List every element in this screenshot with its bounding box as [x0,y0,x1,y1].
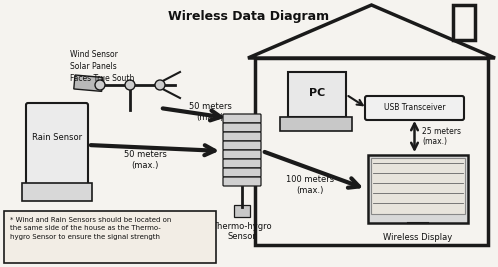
Bar [74,75,103,91]
FancyBboxPatch shape [223,141,261,150]
Text: Wind Sensor
Solar Panels
Faces True South: Wind Sensor Solar Panels Faces True Sout… [70,50,134,83]
Circle shape [95,80,105,90]
Bar [255,58,488,245]
FancyBboxPatch shape [365,96,464,120]
Text: USB Transceiver: USB Transceiver [384,104,445,112]
FancyBboxPatch shape [26,103,88,187]
FancyBboxPatch shape [223,150,261,159]
FancyBboxPatch shape [223,168,261,177]
FancyBboxPatch shape [223,123,261,132]
Text: 50 meters
(max.): 50 meters (max.) [124,150,166,170]
FancyBboxPatch shape [223,114,261,123]
Bar [22,183,92,201]
Circle shape [155,80,165,90]
Text: Rain Sensor: Rain Sensor [32,132,82,142]
Bar [288,72,346,117]
FancyBboxPatch shape [223,159,261,168]
Text: Thermo-hygro
Sensor: Thermo-hygro Sensor [212,222,272,241]
FancyBboxPatch shape [4,211,216,263]
Text: Wireless Data Diagram: Wireless Data Diagram [168,10,330,23]
Bar [371,158,465,214]
Bar [234,205,250,217]
Text: 100 meters
(max.): 100 meters (max.) [286,175,334,195]
Text: 25 meters
(max.): 25 meters (max.) [422,127,462,146]
Bar [453,5,475,40]
Text: PC: PC [309,88,325,97]
Text: 50 meters
(max.): 50 meters (max.) [189,102,232,122]
FancyBboxPatch shape [223,177,261,186]
Bar [280,117,352,131]
Bar [368,155,468,223]
Circle shape [125,80,135,90]
Text: Wireless Display: Wireless Display [383,233,453,242]
FancyBboxPatch shape [223,132,261,141]
Text: * Wind and Rain Sensors should be located on
the same side of the house as the T: * Wind and Rain Sensors should be locate… [10,217,171,240]
Polygon shape [248,5,495,58]
